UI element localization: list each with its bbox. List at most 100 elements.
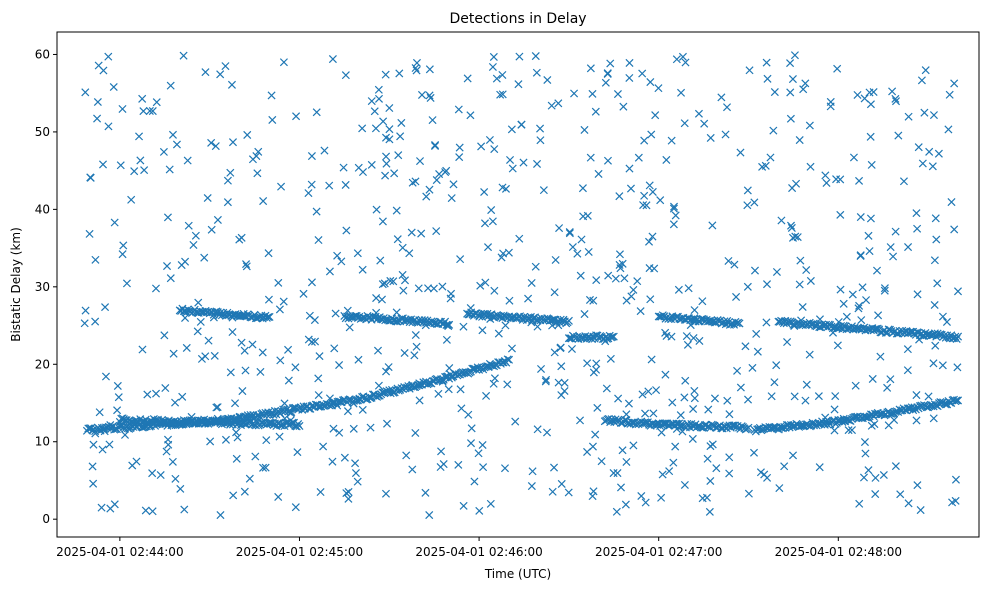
data-point [226,168,235,177]
data-point [337,257,346,266]
data-point [651,111,660,120]
data-point [402,451,411,460]
data-point [122,279,131,288]
data-point [279,297,288,306]
data-point [243,130,252,139]
data-point [802,380,811,389]
data-point [862,296,871,305]
data-point [786,88,795,97]
data-point [500,464,510,473]
data-point [953,363,962,372]
data-point [394,151,403,160]
data-point [105,440,114,449]
data-point [248,155,257,164]
data-point [703,454,712,463]
data-point [490,145,499,154]
data-point [417,90,427,99]
data-point [834,317,843,326]
data-point [788,451,798,460]
data-point [790,392,799,401]
data-point [790,51,799,60]
data-point [676,411,685,420]
data-point [815,463,824,472]
data-point [228,327,237,337]
data-point [483,243,493,252]
data-point [98,160,108,169]
data-point [615,192,624,201]
data-point [268,115,277,124]
data-point [243,414,252,423]
data-point [641,498,650,507]
data-point [325,267,334,276]
data-point [611,274,620,283]
data-point [312,108,321,117]
data-point [833,64,842,73]
data-point [353,249,362,258]
data-point [931,341,940,350]
data-point [444,322,453,331]
data-point [912,391,921,400]
data-point [815,315,824,324]
data-point [624,399,633,408]
data-point [646,295,655,304]
data-point [426,93,435,102]
data-point [904,112,913,121]
data-point [676,422,685,431]
data-point [193,327,202,336]
data-point [766,153,775,162]
data-point [415,396,424,405]
data-point [849,153,858,162]
data-point [353,477,362,486]
data-point [421,488,430,497]
data-point [475,312,484,321]
data-point [213,215,222,224]
data-point [393,235,402,244]
data-point [480,219,490,228]
y-tick-label: 40 [35,202,50,216]
data-point [241,366,250,375]
data-point [688,434,697,443]
data-point [210,351,219,360]
data-point [466,111,475,120]
data-point [889,252,898,261]
data-point [100,427,109,436]
data-point [136,156,145,165]
data-point [686,321,695,330]
data-point [601,337,610,346]
data-point [622,410,631,419]
data-point [929,111,938,120]
data-point [466,304,475,313]
data-point [798,302,807,312]
data-point [762,318,771,327]
data-point [527,482,536,491]
data-point [307,180,316,189]
data-point [358,124,367,133]
data-point [223,176,232,185]
data-point [457,404,466,413]
data-point [860,94,869,103]
data-point [854,304,863,313]
data-point [354,163,363,172]
data-point [314,235,323,245]
data-point [657,428,666,437]
data-point [783,337,792,347]
data-point [690,306,699,315]
data-point [929,359,938,368]
data-point [669,220,678,229]
data-point [211,142,220,151]
data-point [327,401,337,410]
data-point [212,417,221,426]
data-point [138,345,147,354]
data-point [408,178,417,187]
data-point [505,296,514,305]
data-point [320,146,329,155]
data-point [151,416,160,425]
data-point [660,419,669,428]
data-point [533,322,542,331]
data-point [756,468,765,477]
data-point [456,255,465,264]
data-point [328,457,337,466]
data-point [564,488,573,497]
data-point [645,181,654,190]
data-point [914,143,923,152]
